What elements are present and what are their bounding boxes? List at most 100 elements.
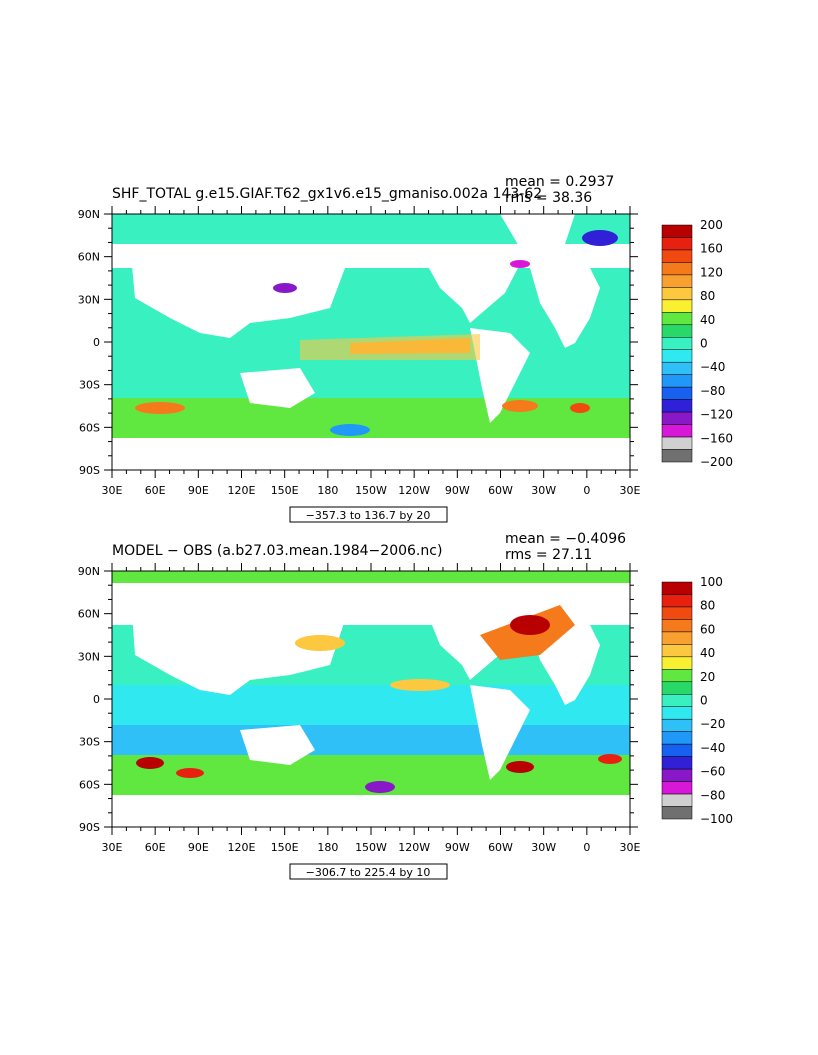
colorbar-swatch: [661, 718, 693, 732]
bottom-contour-range: −306.7 to 225.4 by 10: [306, 866, 431, 879]
x-tick-label: 120E: [228, 484, 256, 497]
x-tick-label: 120W: [398, 841, 430, 854]
colorbar-label: 100: [700, 575, 723, 589]
x-tick-label: 60E: [145, 484, 166, 497]
y-tick-label: 0: [93, 336, 100, 349]
y-tick-label: 90S: [79, 464, 100, 477]
y-tick-label: 60N: [78, 251, 100, 264]
y-tick-label: 90N: [78, 565, 100, 578]
colorbar-swatch: [661, 249, 693, 263]
x-tick-label: 120W: [398, 484, 430, 497]
colorbar-label: −80: [700, 788, 725, 802]
x-tick-label: 30W: [531, 484, 556, 497]
y-tick-label: 90S: [79, 821, 100, 834]
top-mean-label: mean = 0.2937: [505, 174, 614, 190]
top-contour-range: −357.3 to 136.7 by 20: [306, 509, 431, 522]
colorbar-swatch: [661, 581, 693, 595]
x-tick-label: 150W: [355, 841, 387, 854]
colorbar-label: −80: [700, 384, 725, 398]
x-tick-label: 150W: [355, 484, 387, 497]
bottom-map-figure: MODEL − OBS (a.b27.03.mean.1984−2006.nc)…: [78, 531, 733, 880]
colorbar-label: −160: [700, 431, 733, 445]
bottom-colorbar: 100 80 60 40 20 0 −20 −40 −60 −80 −100: [661, 575, 733, 826]
x-tick-label: 30E: [102, 841, 123, 854]
colorbar-swatch: [661, 349, 693, 363]
colorbar-swatch: [661, 449, 693, 463]
colorbar-swatch: [661, 706, 693, 720]
y-tick-label: 60S: [79, 421, 100, 434]
bottom-map-panel: MODEL − OBS (a.b27.03.mean.1984−2006.nc)…: [0, 525, 818, 885]
top-map-panel: SHF_TOTAL g.e15.GIAF.T62_gx1v6.e15_gmani…: [0, 168, 818, 528]
x-tick-label: 60W: [488, 841, 513, 854]
colorbar-label: 60: [700, 622, 715, 636]
colorbar-label: −200: [700, 455, 733, 469]
bottom-map-area: [112, 571, 630, 827]
colorbar-swatch: [661, 299, 693, 313]
colorbar-swatch: [661, 644, 693, 658]
colorbar-swatch: [661, 224, 693, 238]
y-tick-label: 30N: [78, 650, 100, 663]
colorbar-swatch: [661, 656, 693, 670]
y-tick-label: 30S: [79, 736, 100, 749]
x-tick-label: 30W: [531, 841, 556, 854]
y-tick-label: 60N: [78, 608, 100, 621]
colorbar-label: 0: [700, 337, 708, 351]
x-tick-label: 30E: [620, 484, 641, 497]
colorbar-swatch: [661, 681, 693, 695]
top-map-area: [112, 214, 630, 470]
colorbar-label: −40: [700, 741, 725, 755]
x-tick-label: 60W: [488, 484, 513, 497]
bottom-y-axis: 90N 60N 30N 0 30S 60S 90S: [78, 565, 638, 834]
colorbar-swatch: [661, 399, 693, 413]
x-tick-label: 0: [583, 841, 590, 854]
colorbar-label: −120: [700, 408, 733, 422]
y-tick-label: 90N: [78, 208, 100, 221]
colorbar-label: 120: [700, 265, 723, 279]
colorbar-label: −40: [700, 360, 725, 374]
colorbar-swatch: [661, 756, 693, 770]
colorbar-swatch: [661, 793, 693, 807]
top-rms-label: rms = 38.36: [505, 190, 592, 206]
colorbar-swatch: [661, 386, 693, 400]
x-tick-label: 90E: [188, 841, 209, 854]
colorbar-swatch: [661, 743, 693, 757]
x-tick-label: 60E: [145, 841, 166, 854]
x-tick-label: 0: [583, 484, 590, 497]
colorbar-label: 80: [700, 289, 715, 303]
x-tick-label: 120E: [228, 841, 256, 854]
x-tick-label: 30E: [102, 484, 123, 497]
colorbar-label: 40: [700, 646, 715, 660]
colorbar-label: −20: [700, 717, 725, 731]
bottom-range-box: −306.7 to 225.4 by 10: [289, 863, 448, 880]
top-map-figure: SHF_TOTAL g.e15.GIAF.T62_gx1v6.e15_gmani…: [78, 174, 733, 523]
colorbar-swatch: [661, 768, 693, 782]
colorbar-swatch: [661, 669, 693, 683]
top-colorbar: 200 160 120 80 40 0 −40 −80 −120 −160 −200: [661, 218, 733, 469]
top-y-axis: 90N 60N 30N 0 30S 60S 90S: [78, 208, 638, 477]
x-tick-label: 90W: [445, 841, 470, 854]
top-range-box: −357.3 to 136.7 by 20: [289, 506, 448, 523]
bottom-x-axis: 30E 60E 90E 120E 150E 180 150W 120W 90W 60W 30W 0 30…: [102, 563, 641, 854]
x-tick-label: 30E: [620, 841, 641, 854]
y-tick-label: 30N: [78, 293, 100, 306]
colorbar-label: −60: [700, 765, 725, 779]
colorbar-swatch: [661, 631, 693, 645]
colorbar-label: 200: [700, 218, 723, 232]
x-tick-label: 180: [317, 484, 338, 497]
colorbar-swatch: [661, 237, 693, 251]
x-tick-label: 90W: [445, 484, 470, 497]
y-tick-label: 60S: [79, 778, 100, 791]
colorbar-label: 160: [700, 242, 723, 256]
colorbar-swatch: [661, 424, 693, 438]
colorbar-swatch: [661, 274, 693, 288]
colorbar-swatch: [661, 619, 693, 633]
bottom-map-title: MODEL − OBS (a.b27.03.mean.1984−2006.nc): [112, 543, 442, 559]
colorbar-swatch: [661, 287, 693, 301]
colorbar-label: −100: [700, 812, 733, 826]
colorbar-swatch: [661, 781, 693, 795]
colorbar-swatch: [661, 312, 693, 326]
colorbar-swatch: [661, 436, 693, 450]
y-tick-label: 0: [93, 693, 100, 706]
colorbar-swatch: [661, 262, 693, 276]
top-x-axis: 30E 60E 90E 120E 150E 180 150W 120W 90W 60W 30W 0 30…: [102, 206, 641, 497]
